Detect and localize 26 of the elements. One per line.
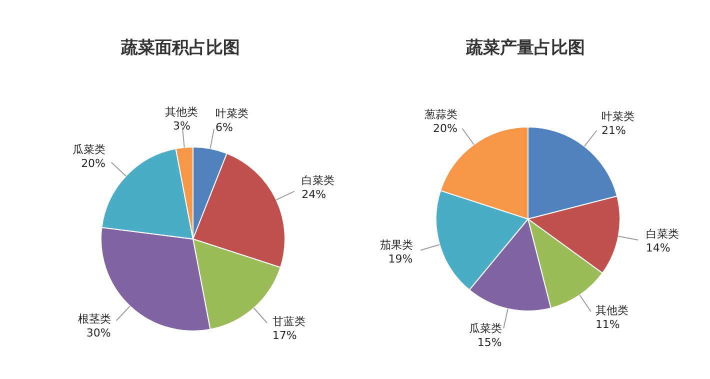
data-label: 6% bbox=[215, 121, 233, 134]
slice-label: 葱蒜类 bbox=[424, 108, 458, 121]
data-label: 19% bbox=[388, 252, 413, 266]
slice-label: 叶菜类 bbox=[602, 110, 635, 124]
data-label: 3% bbox=[172, 120, 190, 133]
slice-label: 根茎类 bbox=[78, 312, 111, 326]
data-label: 30% bbox=[86, 326, 111, 340]
slice-label: 其他类 bbox=[595, 304, 628, 318]
slice-label: 茄果类 bbox=[380, 238, 413, 252]
data-label: 20% bbox=[433, 122, 458, 135]
slice-label: 其他类 bbox=[165, 106, 198, 119]
chart-title: 蔬菜产量占比图 bbox=[464, 37, 586, 59]
data-label: 17% bbox=[272, 329, 297, 342]
slice-label: 甘蓝类 bbox=[272, 315, 306, 328]
data-label: 15% bbox=[477, 336, 502, 350]
data-label: 14% bbox=[646, 241, 670, 254]
slice-label: 瓜菜类 bbox=[468, 322, 502, 336]
data-label: 11% bbox=[595, 318, 620, 332]
slice-label: 瓜菜类 bbox=[72, 142, 106, 156]
chart-title: 蔬菜面积占比图 bbox=[120, 37, 241, 59]
data-label: 21% bbox=[602, 124, 626, 138]
data-label: 24% bbox=[302, 188, 326, 201]
slice-label: 白菜类 bbox=[302, 174, 335, 187]
slice-label: 白菜类 bbox=[646, 227, 679, 240]
slice-label: 叶菜类 bbox=[215, 107, 248, 120]
data-label: 20% bbox=[81, 156, 106, 170]
